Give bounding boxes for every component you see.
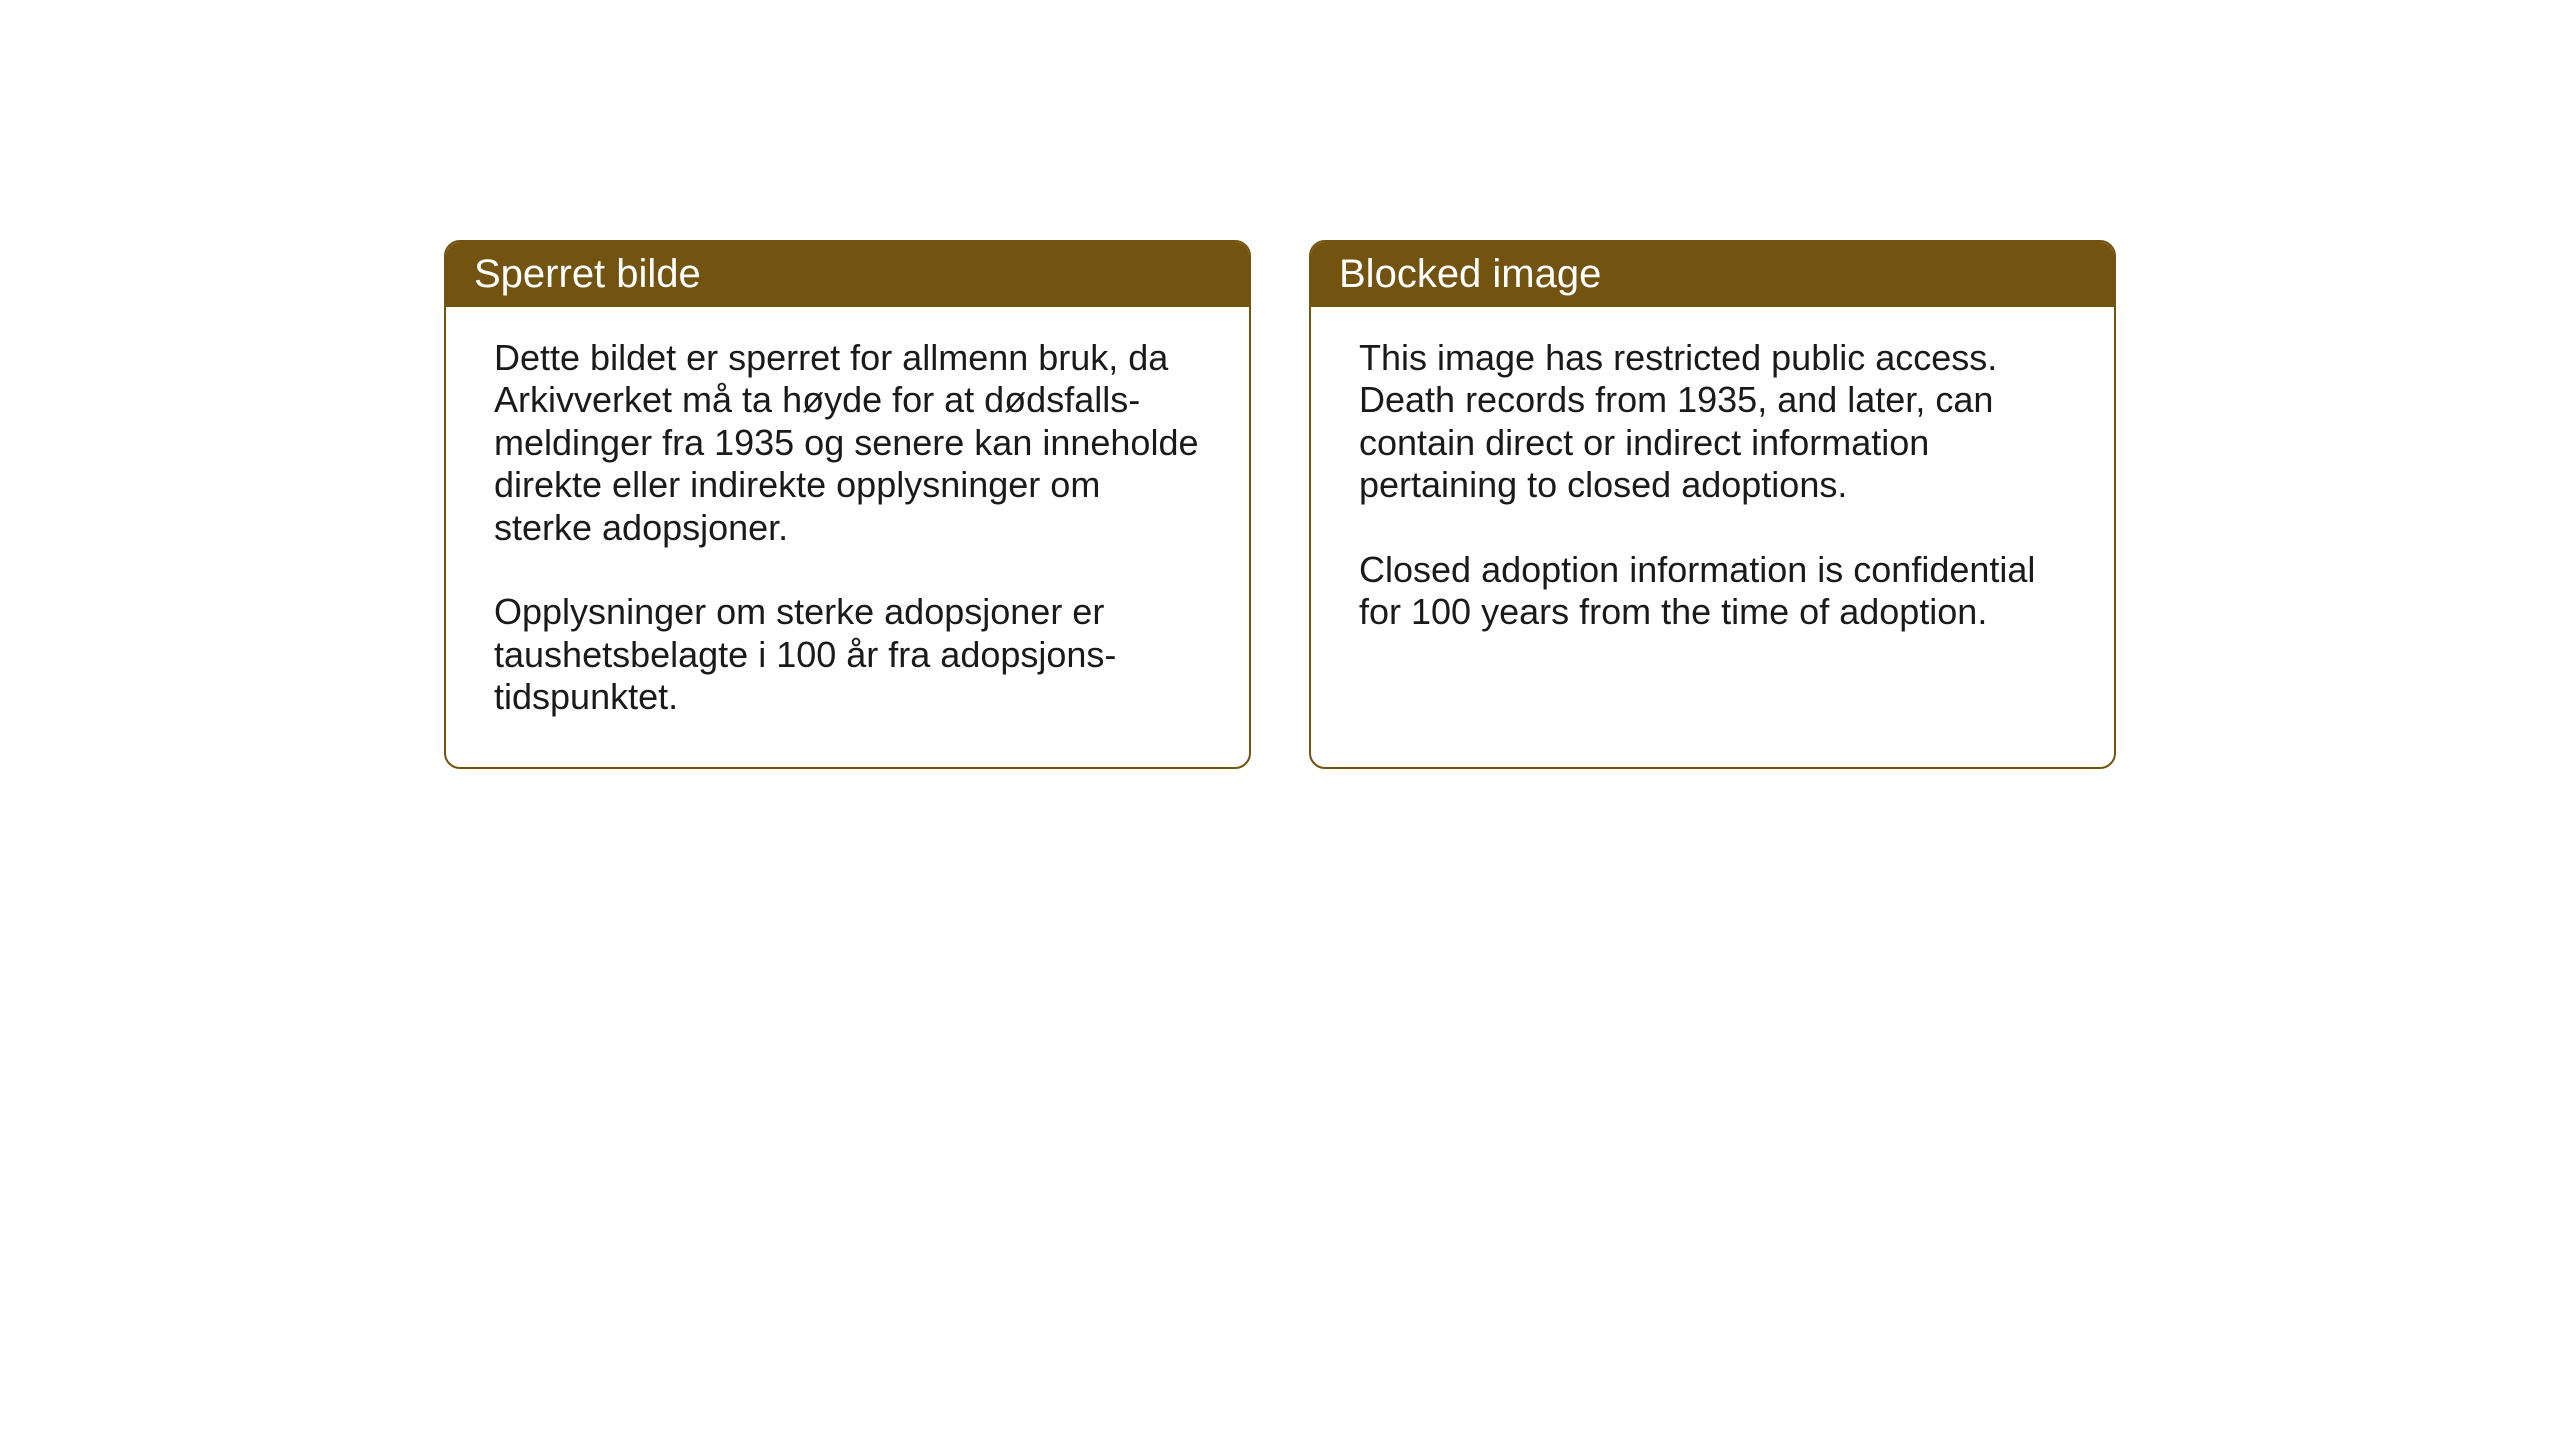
card-english: Blocked image This image has restricted … bbox=[1309, 240, 2116, 769]
card-norwegian-body: Dette bildet er sperret for allmenn bruk… bbox=[446, 307, 1249, 767]
card-english-header: Blocked image bbox=[1311, 242, 2114, 307]
card-english-title: Blocked image bbox=[1339, 252, 1601, 296]
card-english-body: This image has restricted public access.… bbox=[1311, 307, 2114, 747]
card-english-paragraph-1: This image has restricted public access.… bbox=[1359, 337, 2066, 507]
card-norwegian: Sperret bilde Dette bildet er sperret fo… bbox=[444, 240, 1251, 769]
card-norwegian-paragraph-1: Dette bildet er sperret for allmenn bruk… bbox=[494, 337, 1201, 549]
card-norwegian-paragraph-2: Opplysninger om sterke adopsjoner er tau… bbox=[494, 591, 1201, 718]
card-english-paragraph-2: Closed adoption information is confident… bbox=[1359, 549, 2066, 634]
card-norwegian-header: Sperret bilde bbox=[446, 242, 1249, 307]
cards-container: Sperret bilde Dette bildet er sperret fo… bbox=[444, 240, 2116, 769]
card-norwegian-title: Sperret bilde bbox=[474, 252, 701, 296]
